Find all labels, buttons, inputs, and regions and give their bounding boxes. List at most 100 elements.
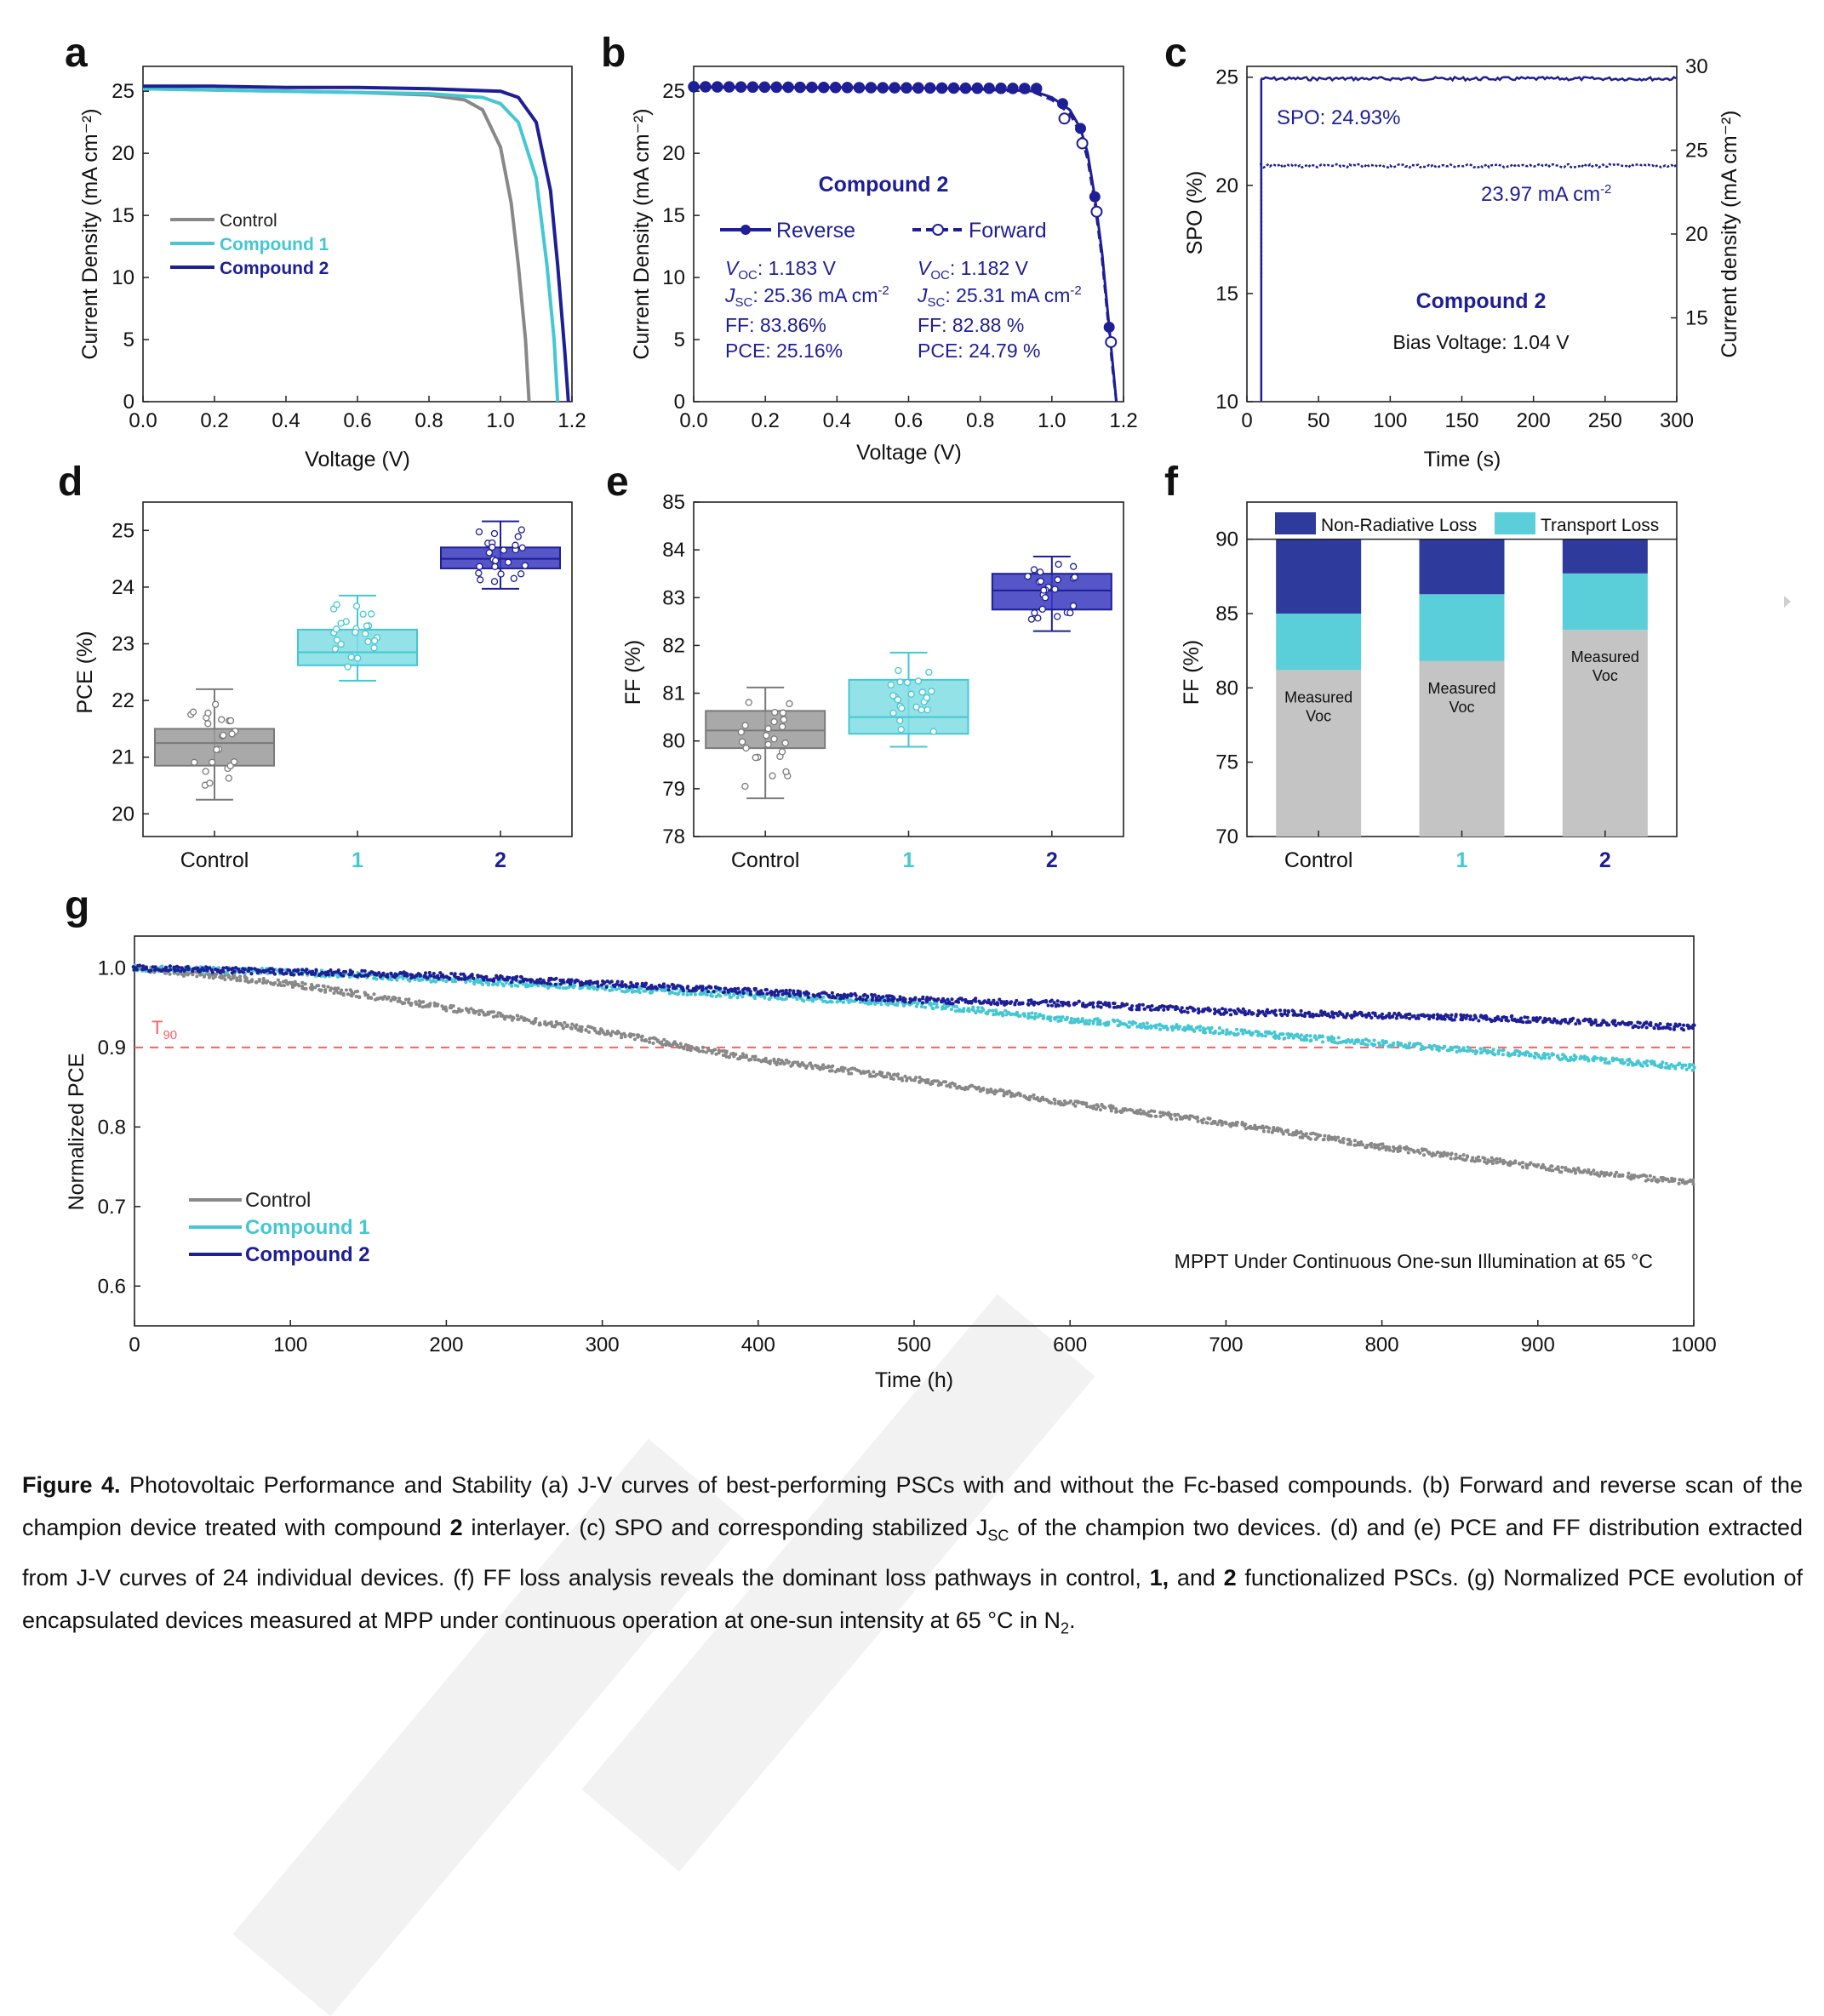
panel-e-data-point xyxy=(896,717,904,724)
panel-d-data-point xyxy=(504,558,512,566)
panel-f-bar-label: Voc xyxy=(1592,667,1618,684)
panel-b-reverse-marker xyxy=(806,81,818,94)
panel-g-legend-label: Compound 1 xyxy=(245,1216,370,1239)
panel-b-reverse-marker xyxy=(865,82,878,94)
panel-d-data-point xyxy=(344,663,352,671)
panel-f-bar-transport-loss xyxy=(1562,573,1648,631)
panel-b-reverse-marker xyxy=(1019,83,1031,94)
panel-d-data-point xyxy=(491,557,500,565)
panel-b-x-tick-label: 0.6 xyxy=(895,409,923,432)
panel-b-reverse-marker xyxy=(1056,98,1068,110)
panel-e-data-point xyxy=(742,744,750,752)
panel-b-y-tick-label: 5 xyxy=(674,328,685,351)
panel-f-y-tick-label: 70 xyxy=(1215,825,1238,848)
panel-e-data-point xyxy=(778,748,786,756)
panel-d-data-point xyxy=(491,563,499,570)
panel-d-y-tick-label: 20 xyxy=(111,802,134,825)
panel-b-forward-marker xyxy=(1105,335,1118,348)
panel-b-y-tick-label: 0 xyxy=(674,391,685,414)
panel-a-x-tick-label: 0.6 xyxy=(343,409,371,432)
panel-f-category-label: 1 xyxy=(1456,848,1468,872)
panel-c-x-tick-label: 150 xyxy=(1444,409,1478,432)
panel-f-bar-label: Voc xyxy=(1306,707,1331,724)
panel-g-y-tick-label: 1.0 xyxy=(98,957,126,979)
panel-b-reverse-marker xyxy=(912,82,924,94)
panel-e-data-point xyxy=(896,678,904,686)
caption-text-6: . xyxy=(1069,1608,1076,1634)
panel-f-bar-label: Measured xyxy=(1284,688,1352,705)
panel-e-y-axis-label: FF (%) xyxy=(621,640,645,705)
panel-c-y2-tick-label: 20 xyxy=(1685,223,1708,246)
panel-e-data-point xyxy=(1069,563,1078,570)
panel-a-y-tick-label: 15 xyxy=(111,204,134,227)
panel-b-reverse-marker xyxy=(901,82,912,94)
panel-d-y-tick-label: 25 xyxy=(111,519,134,542)
panel-e-data-point xyxy=(741,782,749,791)
panel-e-data-point xyxy=(914,677,923,685)
panel-a-legend-label: Compound 2 xyxy=(220,259,329,278)
panel-e-data-point xyxy=(928,688,935,695)
panel-d-data-point xyxy=(485,549,494,557)
panel-b-reverse-marker xyxy=(794,81,806,94)
panel-d-data-point xyxy=(352,629,359,637)
panel-d-data-point xyxy=(211,700,220,708)
panel-g-x-tick-label: 500 xyxy=(897,1334,931,1356)
panel-d-data-point xyxy=(521,562,529,569)
panel-d-category-label: 2 xyxy=(495,848,506,872)
panel-g-y-tick-label: 0.9 xyxy=(98,1037,126,1059)
panel-b-jsc-sub: SC xyxy=(928,295,946,310)
panel-label-b: b xyxy=(601,31,626,76)
panel-b-voc-value: : 1.183 V xyxy=(758,257,837,279)
panel-b-jsc: JSC: 25.36 mA cm-2 xyxy=(724,283,889,310)
panel-d-y-tick-label: 21 xyxy=(111,746,134,769)
panel-d-data-point xyxy=(333,637,341,644)
panel-e-data-point xyxy=(897,726,905,734)
panel-d-data-point xyxy=(475,569,483,577)
panel-b-legend-marker-forward xyxy=(932,224,944,236)
panel-b-forward-marker xyxy=(1058,112,1071,125)
panel-b-reverse-marker xyxy=(735,81,747,93)
caption-text-3: of the champion two devices. (d) and (e)… xyxy=(22,1515,1803,1591)
panel-a-plot-area xyxy=(142,66,573,403)
panel-e-data-point xyxy=(889,709,897,717)
panel-d-data-point xyxy=(231,758,238,766)
panel-e-data-point xyxy=(779,709,787,717)
panel-f-bar-measured xyxy=(1276,670,1362,837)
panel-d-y-tick-label: 23 xyxy=(111,633,134,656)
panel-d-category-label: Control xyxy=(180,848,249,872)
panel-b-x-tick-label: 0.2 xyxy=(751,409,779,432)
panel-b-reverse-marker xyxy=(959,82,972,94)
panel-d-data-point xyxy=(337,620,345,627)
panel-d-data-point xyxy=(209,758,216,766)
panel-a-series-0 xyxy=(142,87,531,403)
panel-label-a: a xyxy=(65,31,88,76)
panel-e-box xyxy=(705,710,826,750)
panel-d-data-point xyxy=(497,570,505,578)
panel-e-y-tick-label: 82 xyxy=(662,634,685,657)
panel-e-data-point xyxy=(1027,615,1036,623)
panel-b-reverse-marker xyxy=(782,81,794,94)
panel-b-y-tick-label: 15 xyxy=(662,204,685,227)
panel-g-y-axis-label: Normalized PCE xyxy=(65,1054,89,1211)
panel-b-reverse-marker xyxy=(1075,123,1086,134)
panel-g-threshold-sub: 90 xyxy=(163,1028,177,1042)
panel-e-data-point xyxy=(1066,608,1074,617)
panel-b-jsc-j: J xyxy=(917,284,928,306)
panel-b-reverse-marker xyxy=(723,81,735,93)
caption-lead: Figure 4. xyxy=(22,1472,121,1498)
panel-b-pce: PCE: 25.16% xyxy=(725,340,843,362)
panel-b-reverse-marker xyxy=(1103,321,1115,333)
panel-e-data-point xyxy=(1071,574,1078,581)
panel-c-y-axis-label: SPO (%) xyxy=(1183,171,1207,255)
panel-d-data-point xyxy=(490,578,499,585)
panel-a-series-1 xyxy=(142,87,560,403)
panel-d-data-point xyxy=(476,563,483,570)
caption-bold-1: 2 xyxy=(449,1515,463,1540)
panel-f-bar-label: Measured xyxy=(1571,648,1639,665)
figure-4: a0.0 0.2 0.4 0.6 0.8 1.0 1.20510152025Voltage … xyxy=(58,31,1791,1392)
panel-b-y-tick-label: 25 xyxy=(662,80,685,103)
panel-g-x-tick-label: 800 xyxy=(1365,1334,1399,1356)
panel-g-x-tick-label: 100 xyxy=(273,1334,307,1356)
panel-g-y-tick-label: 0.8 xyxy=(98,1116,126,1139)
panel-d-y-tick-label: 24 xyxy=(111,576,134,599)
